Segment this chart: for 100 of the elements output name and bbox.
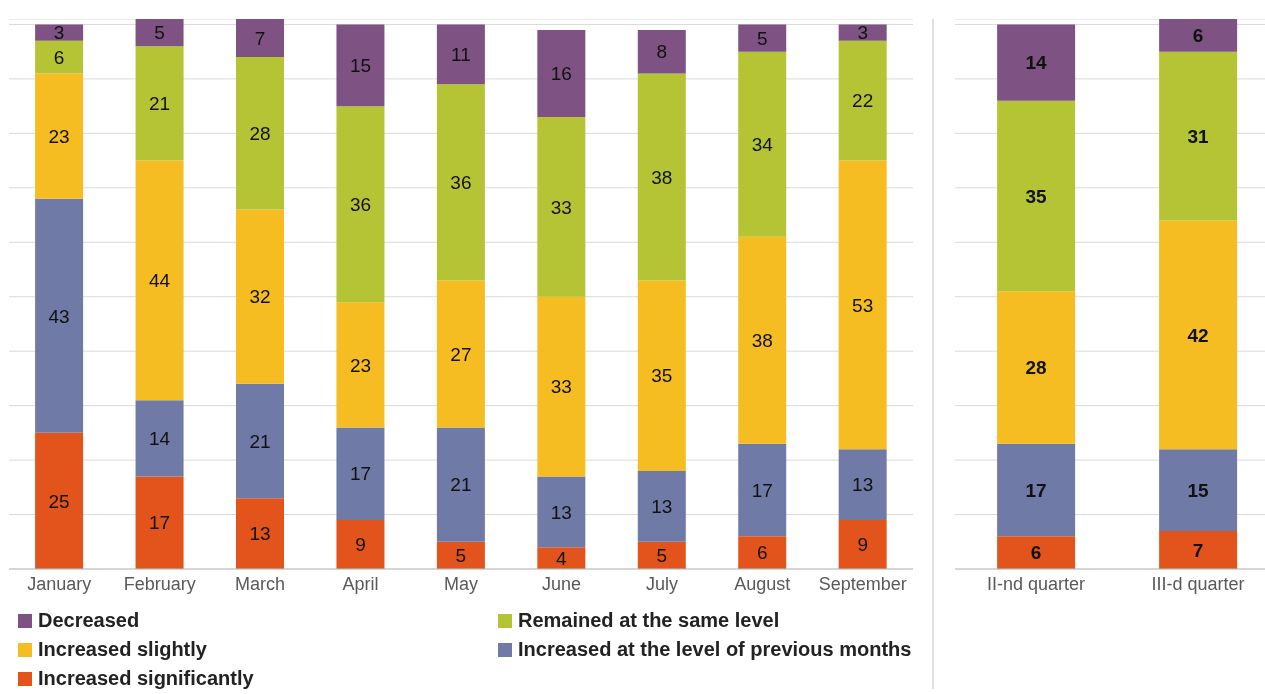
bar (738, 51, 787, 237)
data-label: 23 (48, 125, 70, 147)
bar (135, 400, 184, 477)
data-label: 28 (1025, 357, 1047, 379)
data-label: 17 (1025, 479, 1047, 501)
bar (637, 280, 686, 471)
data-label: 7 (254, 27, 266, 49)
data-label: 28 (249, 123, 271, 145)
x-tick-label: III-d quarter (1151, 573, 1245, 594)
data-label: 36 (349, 193, 372, 215)
bar (436, 427, 485, 542)
bar (336, 519, 385, 569)
bar (537, 296, 586, 477)
bar (637, 73, 686, 281)
x-tick-label: April (342, 573, 379, 594)
data-label: 5 (756, 27, 768, 49)
bar (135, 19, 184, 47)
data-label: 7 (1192, 539, 1204, 561)
bar (35, 432, 84, 569)
data-label: 13 (852, 474, 874, 496)
bar (537, 117, 586, 297)
data-label: 22 (852, 90, 874, 112)
x-tick-label: February (123, 573, 196, 594)
bar (738, 536, 787, 569)
data-label: 32 (249, 286, 271, 308)
bar (738, 236, 787, 444)
data-label: 6 (53, 46, 65, 68)
data-label: 35 (651, 365, 673, 387)
data-label: 53 (852, 294, 874, 316)
bar (336, 302, 385, 428)
data-label: 35 (1025, 185, 1048, 207)
x-tick-label: September (818, 573, 907, 594)
data-label: 25 (48, 490, 70, 512)
bar (436, 280, 485, 428)
bar (35, 73, 84, 199)
bar (236, 383, 284, 499)
bar (135, 46, 184, 161)
data-label: 5 (154, 22, 165, 44)
bar (1159, 220, 1238, 450)
bar (1159, 530, 1238, 569)
legend-label: Remained at the same level (518, 609, 780, 632)
data-label: 33 (550, 376, 572, 398)
legend-label: Increased at the level of previous months (518, 638, 912, 661)
data-label: 9 (857, 534, 868, 556)
bar (436, 84, 485, 281)
data-label: 15 (1187, 479, 1210, 501)
bar (236, 19, 284, 58)
data-label: 43 (48, 305, 70, 327)
bar (135, 476, 184, 569)
data-label: 5 (656, 545, 668, 567)
x-tick-label: June (541, 573, 581, 594)
bar (1159, 449, 1238, 531)
bar (236, 57, 284, 210)
data-label: 38 (751, 330, 773, 352)
data-label: 44 (148, 270, 171, 292)
bar (997, 100, 1076, 292)
bar (1159, 19, 1238, 52)
data-label: 6 (756, 542, 768, 564)
bar (537, 476, 586, 548)
bar (838, 160, 887, 450)
bar (35, 40, 84, 74)
data-label: 42 (1187, 324, 1209, 346)
x-tick-label: II-nd quarter (986, 573, 1086, 594)
bar (838, 519, 887, 569)
bar (838, 24, 887, 41)
data-label: 34 (751, 133, 774, 155)
bar (637, 29, 686, 74)
bar (997, 536, 1076, 569)
bar (135, 160, 184, 401)
bar (838, 449, 887, 520)
data-label: 13 (249, 523, 271, 545)
bar (336, 106, 385, 303)
data-label: 17 (751, 479, 773, 501)
legend-label: Decreased (38, 609, 140, 632)
data-label: 3 (857, 22, 868, 44)
data-label: 14 (148, 428, 171, 450)
bar (35, 24, 84, 41)
x-tick-label: January (27, 573, 92, 594)
bar (997, 443, 1076, 537)
data-label: 36 (450, 172, 472, 194)
x-tick-label: May (443, 573, 479, 594)
data-label: 13 (651, 496, 673, 518)
bar (436, 24, 485, 85)
data-label: 3 (53, 22, 65, 44)
bar (637, 470, 686, 542)
data-label: 5 (455, 545, 467, 567)
data-label: 6 (1192, 25, 1204, 47)
legend-label: Increased slightly (38, 638, 207, 661)
bar (1159, 51, 1238, 221)
data-label: 38 (651, 166, 673, 188)
x-tick-label: March (235, 573, 286, 594)
data-label: 17 (148, 512, 171, 534)
x-tick-label: August (734, 573, 791, 594)
bar (336, 427, 385, 520)
data-label: 14 (1025, 52, 1048, 74)
data-label: 11 (451, 44, 471, 66)
data-label: 16 (550, 63, 572, 85)
bar (236, 209, 284, 384)
data-label: 6 (1030, 542, 1042, 564)
data-label: 21 (450, 474, 472, 496)
